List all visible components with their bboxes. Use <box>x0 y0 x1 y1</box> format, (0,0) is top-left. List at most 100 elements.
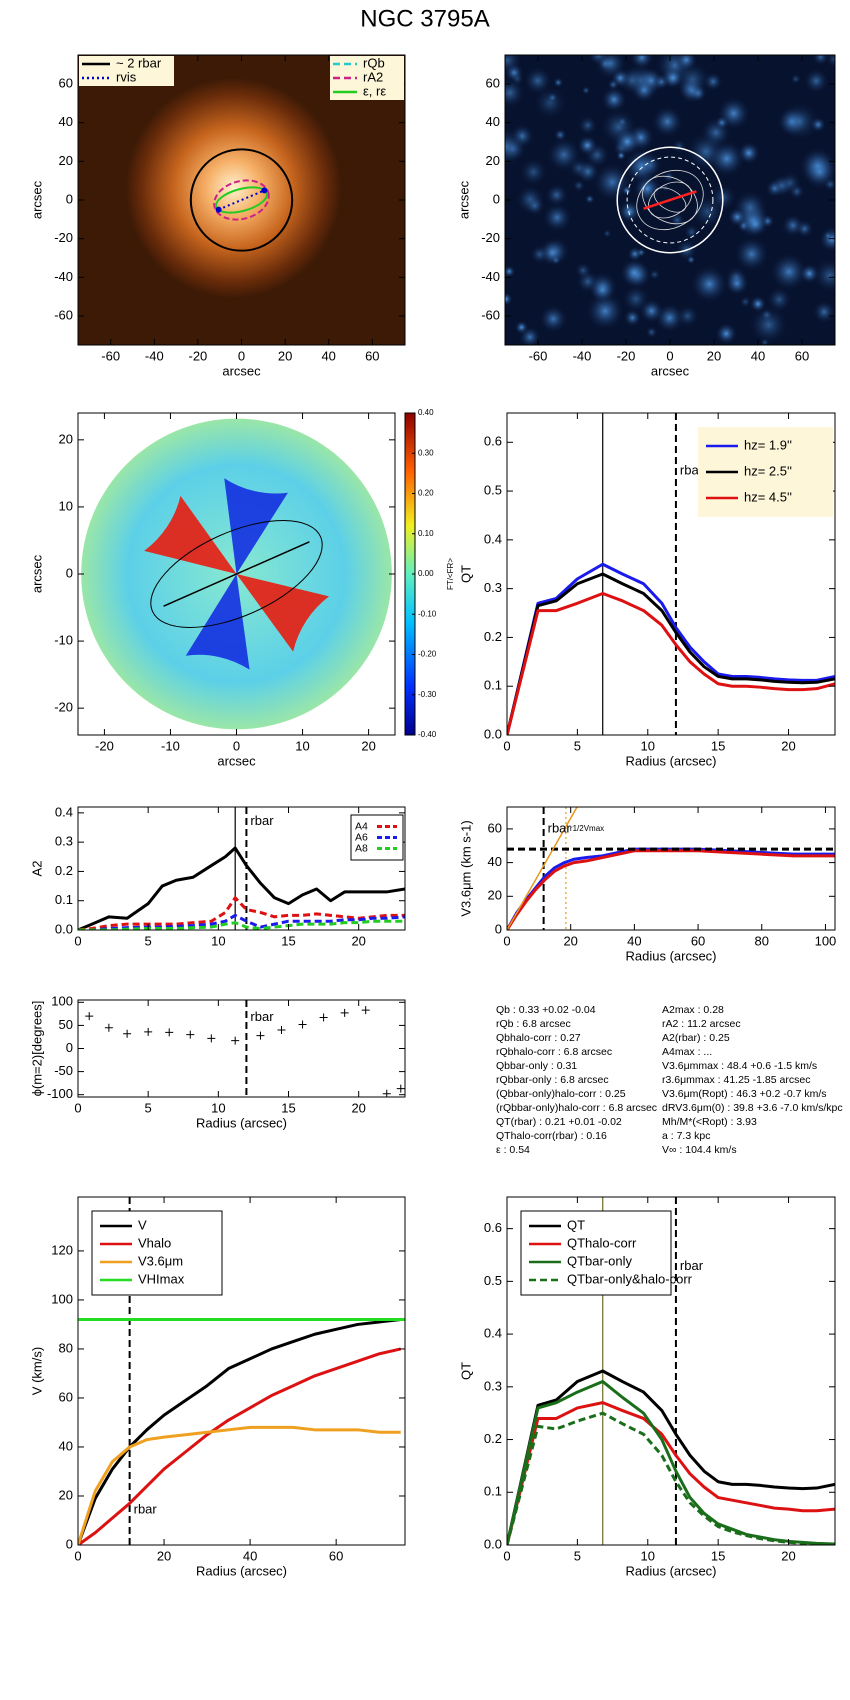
emission-blob <box>790 73 801 85</box>
y-tick-label: -60 <box>481 307 500 322</box>
parameter-line: A2(rbar) : 0.25 <box>662 1032 730 1044</box>
series-line <box>78 896 405 930</box>
emission-blob <box>825 55 835 68</box>
y-tick-label: 0.1 <box>55 892 73 907</box>
y-tick-label: 0.6 <box>484 434 502 449</box>
emission-blob <box>676 304 699 328</box>
x-tick-label: 5 <box>574 738 581 753</box>
x-tick-label: 20 <box>351 933 365 948</box>
emission-blob <box>812 258 835 293</box>
y-tick-label: 0.0 <box>484 1536 502 1551</box>
emission-blob <box>523 66 552 95</box>
emission-blob <box>669 212 686 229</box>
emission-blob <box>802 154 835 190</box>
bar-end <box>261 187 268 194</box>
series-line <box>507 847 835 930</box>
y-tick-label: 0 <box>495 921 502 936</box>
plot-frame <box>506 412 836 736</box>
y-tick-label: 0.5 <box>484 1273 502 1288</box>
emission-blob <box>547 92 558 103</box>
y-tick-label: 0.2 <box>55 863 73 878</box>
x-axis-label: Radius (arcsec) <box>196 1115 287 1130</box>
y-tick-label: 20 <box>486 153 500 168</box>
parameter-line: (Qbbar-only)halo-corr : 0.25 <box>496 1088 626 1100</box>
reference-label: r1/2Vmax <box>570 824 604 833</box>
legend-label: V <box>138 1217 147 1232</box>
point <box>340 1008 349 1017</box>
x-tick-label: 20 <box>351 1100 365 1115</box>
plot-frame <box>506 806 836 931</box>
parameter-line: Qbbar-only : 0.31 <box>496 1060 577 1072</box>
series-line <box>507 1411 835 1545</box>
y-tick-label: 0.0 <box>484 726 502 741</box>
legend-label: hz= 2.5'' <box>744 463 792 478</box>
point <box>298 1020 307 1029</box>
y-axis-label: QT <box>458 1362 473 1380</box>
x-tick-label: 40 <box>321 348 335 363</box>
reference-label: rbar <box>250 1009 274 1024</box>
x-tick-label: -60 <box>101 348 120 363</box>
x-tick-label: 20 <box>361 738 375 753</box>
parameter-line: V3.6μm(Ropt) : 46.3 +0.2 -0.7 km/s <box>662 1088 827 1100</box>
y-tick-label: 40 <box>59 114 73 129</box>
y-tick-label: 0.2 <box>484 1431 502 1446</box>
y-tick-label: 80 <box>59 1340 73 1355</box>
parameter-line: dRV3.6μm(0) : 39.8 +3.6 -7.0 km/s/kpc <box>662 1102 843 1114</box>
point <box>361 1006 370 1015</box>
contour <box>636 169 704 231</box>
x-tick-label: -40 <box>573 348 592 363</box>
emission-blob <box>778 171 802 195</box>
x-axis-label: Radius (arcsec) <box>625 948 716 963</box>
colorbar-tick-label: 0.30 <box>418 448 434 457</box>
panel: rbar 0 5 10 15 20 0.0 0.1 0.2 0.3 0.4 0.5 0.6 Radius … <box>458 1196 836 1578</box>
y-tick-label: -20 <box>54 700 73 715</box>
x-tick-label: 15 <box>711 1548 725 1563</box>
emission-blob <box>780 101 820 141</box>
plot-frame <box>77 1196 406 1546</box>
panel: 0.40 0.30 0.20 0.10 0.00 -0.10 -0.20 -0.30 -0.40… <box>29 408 455 768</box>
reference-label: rbar <box>548 821 572 836</box>
parameter-line: rA2 : 11.2 arcsec <box>662 1018 741 1030</box>
bar-end <box>215 206 222 213</box>
emission-blob <box>533 86 567 120</box>
emission-blob <box>505 292 513 306</box>
plot-area <box>81 418 392 730</box>
plot-frame <box>77 999 406 1098</box>
reference-label: rbar <box>680 462 704 477</box>
emission-blob <box>505 77 526 108</box>
emission-blob <box>684 224 700 240</box>
legend-label: A4 <box>355 820 368 832</box>
x-tick-label: 5 <box>145 1100 152 1115</box>
x-tick-label: 60 <box>329 1548 343 1563</box>
x-tick-label: -60 <box>529 348 548 363</box>
point <box>277 1026 286 1035</box>
x-tick-label: 10 <box>211 1100 225 1115</box>
series-line <box>507 807 578 930</box>
parameter-line: Mh/M*(<Ropt) : 3.93 <box>662 1116 757 1128</box>
emission-blob <box>589 276 616 303</box>
emission-blob <box>553 77 564 88</box>
x-axis-label: Radius (arcsec) <box>625 753 716 768</box>
y-tick-label: 120 <box>51 1242 73 1257</box>
x-axis-label: arcsec <box>651 363 690 378</box>
x-tick-label: 10 <box>211 933 225 948</box>
parameter-line: (rQbbar-only)halo-corr : 6.8 arcsec <box>496 1102 657 1114</box>
x-tick-label: 0 <box>503 1548 510 1563</box>
parameter-line: A2max : 0.28 <box>662 1004 724 1016</box>
plot-area <box>78 807 405 930</box>
x-tick-label: 0 <box>238 348 245 363</box>
parameter-panel: Qb : 0.33 +0.02 -0.04 rQb : 6.8 arcsec Qbh… <box>496 1004 843 1156</box>
x-tick-label: 80 <box>755 933 769 948</box>
plot-area <box>505 55 835 345</box>
y-tick-label: 60 <box>488 820 502 835</box>
legend-label: QT <box>567 1217 585 1232</box>
reference-label: rbar <box>134 1502 158 1517</box>
emission-blob <box>803 68 829 94</box>
emission-blob <box>686 255 696 265</box>
parameter-line: rQbbar-only : 6.8 arcsec <box>496 1074 609 1086</box>
ellipse-a2 <box>213 179 270 221</box>
point <box>396 1084 405 1093</box>
emission-blob <box>648 268 661 281</box>
y-tick-label: 0 <box>66 1536 73 1551</box>
